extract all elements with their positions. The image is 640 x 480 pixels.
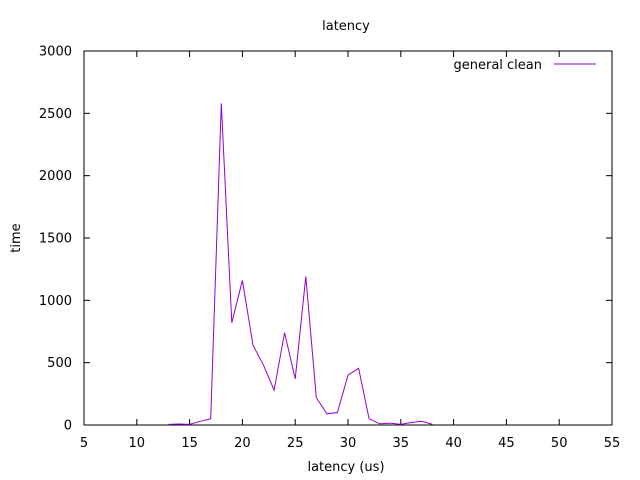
y-tick-label: 2000	[39, 169, 72, 184]
plot-frame	[83, 50, 613, 426]
y-tick-label: 1000	[39, 294, 72, 309]
y-tick-label: 1500	[39, 232, 72, 247]
x-tick-label: 45	[498, 436, 515, 451]
y-axis-label: time	[9, 223, 24, 252]
legend: general clean	[453, 58, 596, 73]
x-tick-label: 30	[340, 436, 357, 451]
x-tick-label: 20	[234, 436, 251, 451]
x-axis-label: latency (us)	[307, 460, 384, 475]
legend-label: general clean	[453, 58, 542, 73]
y-tick-label: 500	[47, 356, 72, 371]
x-tick-label: 55	[604, 436, 621, 451]
series-line-general-clean	[168, 103, 433, 425]
x-tick-label: 50	[551, 436, 568, 451]
x-tick-label: 40	[445, 436, 462, 451]
y-tick-label: 3000	[39, 45, 72, 60]
x-axis-ticks: 5 10 15 20 25 30 35 40 45 50 55	[80, 51, 620, 451]
x-tick-label: 15	[181, 436, 198, 451]
y-tick-label: 2500	[39, 107, 72, 122]
x-tick-label: 5	[80, 436, 88, 451]
y-tick-label: 0	[64, 419, 72, 434]
chart-title: latency	[322, 19, 370, 34]
y-axis-ticks: 0 500 1000 1500 2000 2500 3000	[39, 45, 612, 434]
x-tick-label: 25	[287, 436, 304, 451]
x-tick-label: 35	[393, 436, 410, 451]
x-tick-label: 10	[129, 436, 146, 451]
